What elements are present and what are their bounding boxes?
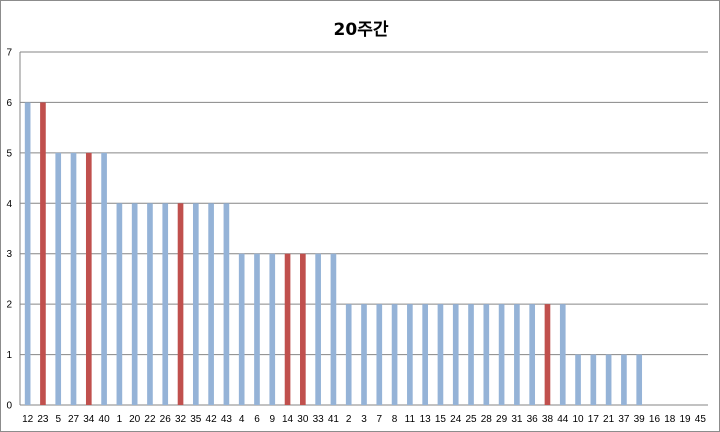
bar	[529, 304, 536, 405]
bar-highlighted	[40, 102, 46, 405]
bar	[590, 354, 597, 405]
x-tick-label: 2	[346, 414, 352, 425]
x-tick-label: 11	[405, 414, 416, 425]
bar	[391, 304, 398, 405]
x-tick-label: 7	[377, 414, 383, 425]
x-tick-label: 40	[99, 414, 111, 425]
bar	[254, 253, 260, 405]
x-tick-label: 32	[175, 414, 187, 425]
chart-title: 20주간	[333, 20, 389, 40]
bar-highlighted	[300, 253, 306, 405]
y-tick-label: 0	[6, 401, 12, 412]
x-tick-label: 44	[557, 414, 569, 425]
bar	[192, 203, 199, 405]
x-tick-label: 20	[129, 414, 141, 425]
x-tick-label: 22	[144, 414, 156, 425]
x-tick-label: 24	[450, 414, 462, 425]
x-tick-label: 23	[37, 414, 49, 425]
x-tick-label: 1	[117, 414, 123, 425]
bar	[55, 152, 62, 405]
bar	[147, 203, 153, 405]
x-tick-label: 43	[221, 414, 233, 425]
x-tick-label: 14	[282, 414, 294, 425]
x-tick-label: 41	[328, 414, 340, 425]
y-tick-label: 4	[6, 199, 12, 210]
x-tick-label: 33	[313, 414, 325, 425]
bar	[605, 354, 612, 405]
x-tick-label: 17	[588, 414, 600, 425]
x-tick-label: 26	[160, 414, 172, 425]
x-tick-label: 21	[603, 414, 615, 425]
bar	[223, 203, 230, 405]
bar	[452, 304, 459, 405]
x-tick-label: 30	[297, 414, 309, 425]
bar	[422, 304, 428, 405]
bar	[101, 152, 107, 405]
x-tick-label: 19	[680, 414, 692, 425]
x-tick-label: 36	[527, 414, 539, 425]
bar	[437, 304, 444, 405]
y-axis-ticks: 0 1 2 3 4 5 6 7	[6, 48, 12, 412]
x-tick-label: 31	[511, 414, 523, 425]
x-tick-label: 13	[420, 414, 432, 425]
bar	[208, 203, 214, 405]
x-axis-ticks: 12 23 5 27 34 40 1 20 22 26 32 35 42 43 4 6 9 14 30 33 41 2 3 7…	[22, 414, 706, 425]
y-tick-label: 5	[6, 148, 12, 159]
x-tick-label: 18	[664, 414, 676, 425]
x-tick-label: 35	[190, 414, 202, 425]
x-tick-label: 28	[481, 414, 493, 425]
y-tick-label: 7	[6, 48, 12, 59]
x-tick-label: 16	[649, 414, 661, 425]
bar-highlighted	[85, 152, 92, 405]
bar	[514, 304, 520, 405]
bar	[468, 304, 474, 405]
bar	[330, 253, 337, 405]
bar-highlighted	[177, 203, 184, 405]
x-tick-label: 15	[435, 414, 447, 425]
x-tick-label: 45	[695, 414, 707, 425]
bar	[70, 152, 77, 405]
x-tick-label: 5	[55, 414, 61, 425]
bars	[24, 102, 643, 405]
x-tick-label: 6	[254, 414, 260, 425]
y-tick-label: 6	[6, 98, 12, 109]
bar	[162, 203, 169, 405]
y-tick-label: 1	[6, 350, 12, 361]
bar	[559, 304, 566, 405]
x-tick-label: 42	[206, 414, 218, 425]
bar	[376, 304, 383, 405]
bar	[131, 203, 138, 405]
bar	[345, 304, 352, 405]
x-tick-label: 3	[361, 414, 367, 425]
bar	[361, 304, 367, 405]
bar	[621, 354, 627, 405]
bar	[636, 354, 643, 405]
bar-highlighted	[284, 253, 291, 405]
x-tick-label: 34	[83, 414, 95, 425]
bar	[575, 354, 581, 405]
x-tick-label: 25	[465, 414, 477, 425]
bar	[238, 253, 245, 405]
bar	[483, 304, 490, 405]
x-tick-label: 27	[68, 414, 80, 425]
bar	[498, 304, 505, 405]
bar	[116, 203, 123, 405]
x-tick-label: 8	[392, 414, 398, 425]
x-tick-label: 39	[634, 414, 646, 425]
x-tick-label: 4	[239, 414, 245, 425]
x-tick-label: 37	[618, 414, 630, 425]
y-tick-label: 3	[6, 249, 12, 260]
bar-highlighted	[544, 304, 551, 405]
x-tick-label: 9	[269, 414, 275, 425]
bar	[24, 102, 31, 405]
x-tick-label: 12	[22, 414, 34, 425]
bar	[315, 253, 321, 405]
x-tick-label: 10	[572, 414, 584, 425]
bar	[269, 253, 276, 405]
y-tick-label: 2	[6, 300, 12, 311]
x-tick-label: 38	[542, 414, 554, 425]
bar	[407, 304, 413, 405]
x-tick-label: 29	[496, 414, 508, 425]
